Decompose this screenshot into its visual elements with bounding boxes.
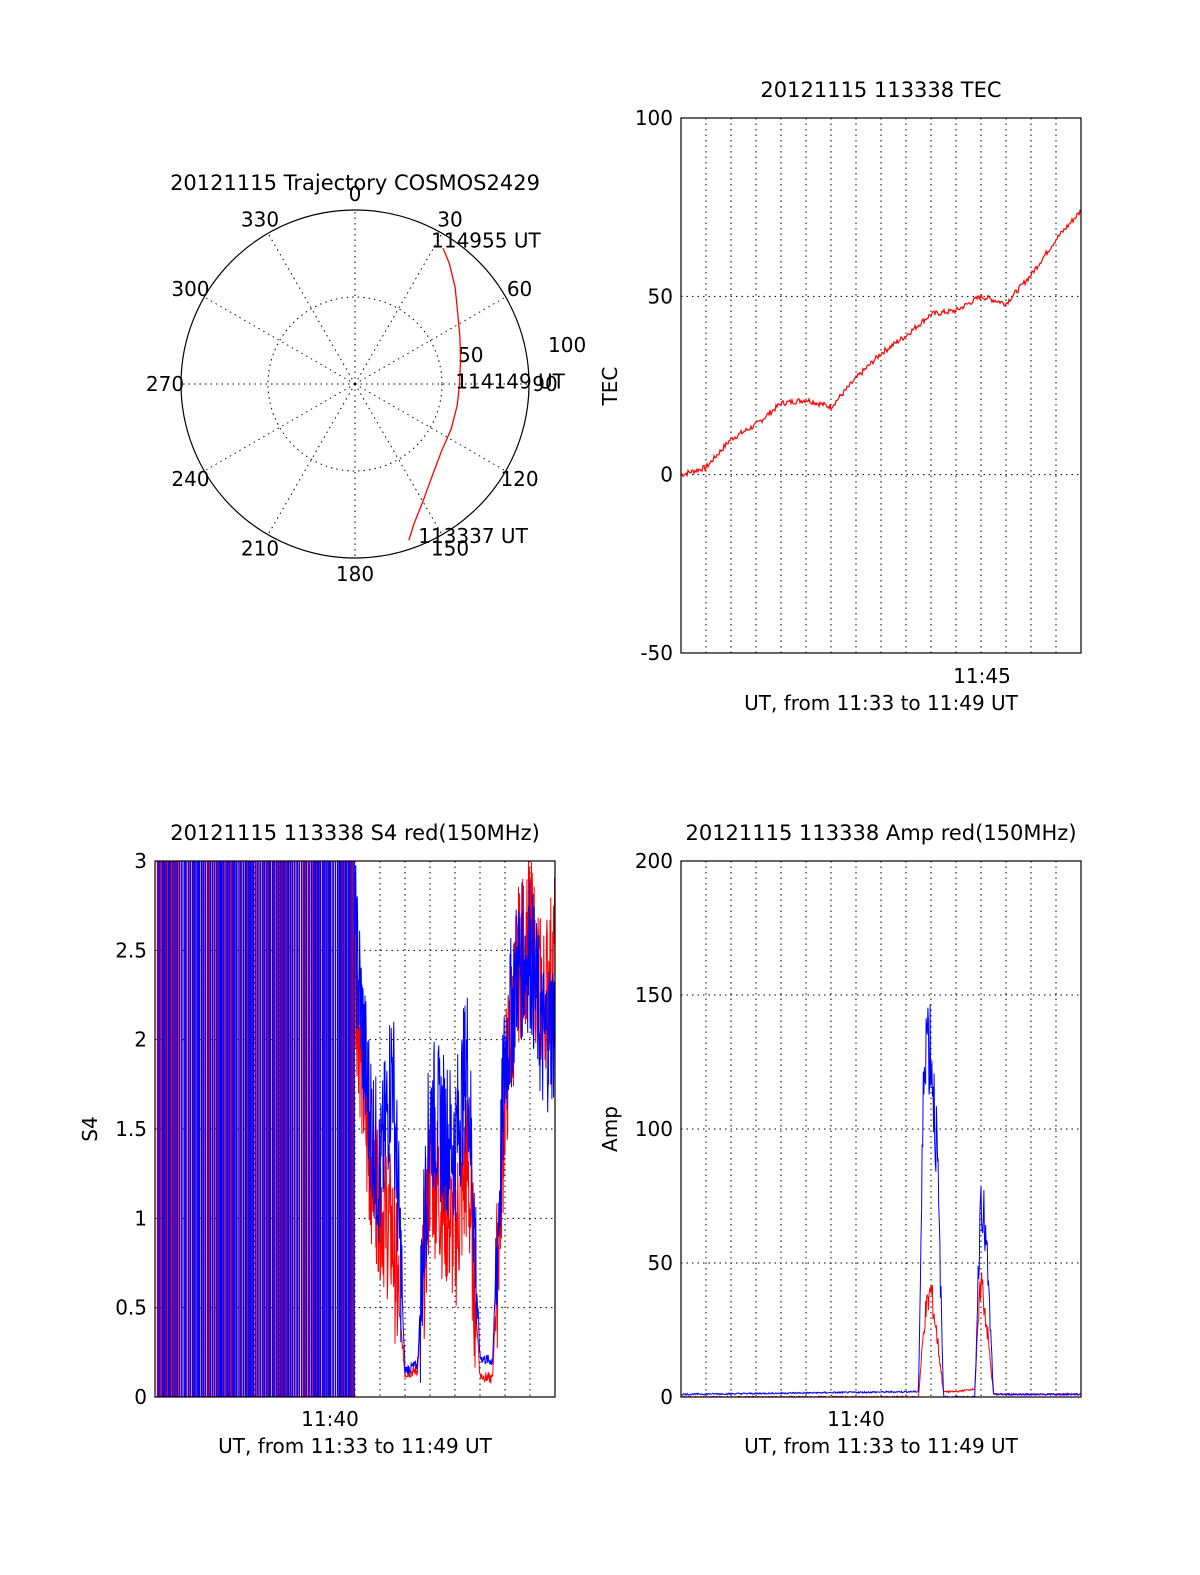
amp-series-line-1	[681, 1004, 1082, 1398]
s4-y-tick-label: 0	[134, 1385, 147, 1409]
polar-angle-label-180: 180	[336, 562, 374, 586]
amp-y-axis-label: Amp	[598, 1106, 622, 1152]
tec-y-ticks: -50 0 50 100	[635, 106, 673, 665]
tec-title: 20121115 113338 TEC	[760, 78, 1001, 102]
amp-x-tick-label: 11:40	[827, 1407, 885, 1431]
polar-spoke-150	[354, 383, 443, 535]
amp-title: 20121115 113338 Amp red(150MHz)	[685, 821, 1076, 845]
s4-y-tick-label: 0.5	[115, 1296, 147, 1320]
tec-y-tick-label: 0	[660, 463, 673, 487]
tec-y-tick-label: -50	[640, 641, 673, 665]
polar-annotation-mid: 114149 UT	[455, 369, 565, 393]
polar-angle-label-240: 240	[171, 467, 209, 491]
tec-y-tick-label: 100	[635, 106, 673, 130]
polar-angle-label-30: 30	[437, 207, 462, 231]
amp-y-ticks: 0 50 100 150 200	[635, 849, 673, 1409]
amp-grid	[681, 861, 1081, 1397]
amp-plot-frame	[680, 860, 1082, 1398]
amp-y-tick-label: 200	[635, 849, 673, 873]
polar-spoke-120	[354, 383, 506, 472]
s4-series	[156, 860, 556, 1397]
polar-spoke-210	[267, 383, 356, 535]
polar-angle-label-90: 90	[532, 372, 557, 396]
amp-y-tick-label: 0	[660, 1385, 673, 1409]
amp-y-tick-label: 150	[635, 983, 673, 1007]
polar-angle-labels: 0 30 60 90 120 150 180 210 240 270 300 330	[146, 182, 558, 586]
amp-x-axis-label: UT, from 11:33 to 11:49 UT	[744, 1434, 1019, 1458]
tec-y-axis-label: TEC	[598, 367, 622, 407]
polar-angle-label-210: 210	[241, 537, 279, 561]
s4-y-tick-label: 2.5	[115, 938, 147, 962]
tec-series	[680, 208, 1082, 478]
polar-spoke-330	[267, 233, 356, 385]
polar-spoke-300	[204, 296, 356, 385]
polar-angle-label-0: 0	[349, 182, 362, 206]
polar-angle-label-120: 120	[500, 467, 538, 491]
polar-angle-label-150: 150	[431, 537, 469, 561]
polar-spoke-60	[354, 296, 506, 385]
tec-x-tick-label: 11:45	[953, 664, 1011, 688]
s4-y-tick-label: 2	[134, 1028, 147, 1052]
s4-y-ticks: 0 0.5 1 1.5 2 2.5 3	[115, 849, 147, 1409]
tec-y-tick-label: 50	[648, 284, 673, 308]
s4-y-axis-label: S4	[78, 1116, 102, 1141]
s4-title: 20121115 113338 S4 red(150MHz)	[170, 821, 540, 845]
polar-outer-ring	[180, 209, 530, 559]
amp-y-tick-label: 100	[635, 1117, 673, 1141]
tec-grid	[681, 118, 1081, 653]
s4-x-tick-label: 11:40	[301, 1407, 359, 1431]
amp-y-tick-label: 50	[648, 1251, 673, 1275]
polar-panel: 20121115 Trajectory COSMOS2429 0 30 60 90 12…	[146, 171, 586, 586]
s4-y-tick-label: 3	[134, 849, 147, 873]
s4-y-tick-label: 1	[134, 1206, 147, 1230]
polar-angle-label-60: 60	[507, 277, 532, 301]
tec-plot-frame	[680, 117, 1082, 654]
s4-panel: 20121115 113338 S4 red(150MHz) 0 0.5 1 1.5 2…	[78, 821, 556, 1458]
polar-trajectory-line	[408, 248, 462, 541]
polar-title: 20121115 Trajectory COSMOS2429	[170, 171, 540, 195]
polar-spoke-30	[354, 233, 443, 385]
polar-angle-label-330: 330	[241, 207, 279, 231]
polar-trajectory-series	[408, 248, 462, 541]
s4-y-tick-label: 1.5	[115, 1117, 147, 1141]
tec-series-line-0	[680, 208, 1082, 478]
amp-series	[681, 1004, 1082, 1398]
tec-x-axis-label: UT, from 11:33 to 11:49 UT	[744, 691, 1019, 715]
polar-angle-label-270: 270	[146, 372, 184, 396]
s4-saturated-segment	[156, 861, 355, 1397]
tec-panel: 20121115 113338 TEC -50 0 50 100 11:45 UT, …	[598, 78, 1082, 715]
polar-annotation-end: 114955 UT	[431, 228, 541, 252]
s4-series-line-1	[354, 864, 556, 1384]
polar-angle-label-300: 300	[171, 277, 209, 301]
polar-ring-50	[267, 296, 443, 472]
polar-spoke-240	[204, 383, 356, 472]
s4-x-axis-label: UT, from 11:33 to 11:49 UT	[218, 1434, 493, 1458]
s4-saturated-blue	[157, 861, 355, 1397]
polar-grid	[181, 210, 529, 558]
polar-annotation-start: 113337 UT	[418, 524, 528, 548]
s4-plot-frame	[154, 860, 556, 1398]
polar-radial-label-100: 100	[548, 333, 586, 357]
polar-radial-label-50: 50	[458, 343, 483, 367]
amp-panel: 20121115 113338 Amp red(150MHz) 0 50 100 15…	[598, 821, 1082, 1458]
